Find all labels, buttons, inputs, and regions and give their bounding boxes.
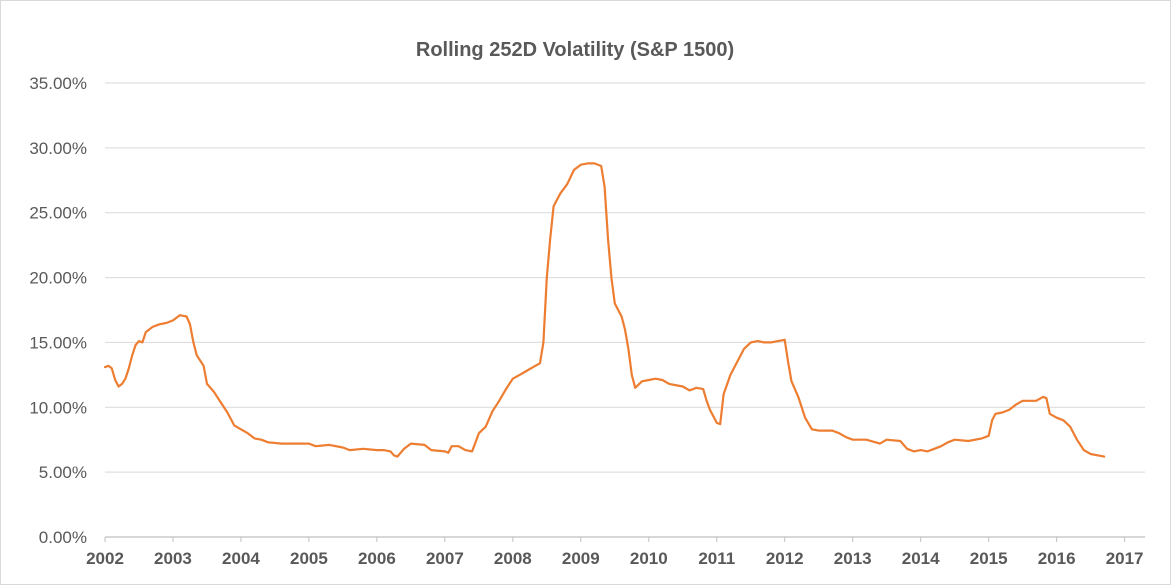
x-tick-label: 2016 [1038, 549, 1076, 568]
y-tick-label: 25.00% [29, 204, 87, 223]
x-tick-label: 2010 [630, 549, 668, 568]
x-tick-label: 2011 [698, 549, 735, 568]
y-tick-labels: 0.00% 5.00% 10.00% 15.00% 20.00% 25.00% 30.00%… [29, 74, 87, 547]
y-tick-label: 35.00% [29, 74, 87, 93]
x-tick-label: 2008 [494, 549, 532, 568]
y-tick-label: 30.00% [29, 139, 87, 158]
x-tick-label: 2003 [154, 549, 192, 568]
x-tick-label: 2014 [902, 549, 940, 568]
x-tick-label: 2013 [834, 549, 872, 568]
x-tick-label: 2002 [86, 549, 124, 568]
y-tick-label: 0.00% [39, 528, 87, 547]
x-tick-label: 2015 [970, 549, 1008, 568]
y-tick-label: 10.00% [29, 398, 87, 417]
series-layer [103, 162, 1106, 458]
x-tick-label: 2012 [766, 549, 804, 568]
y-tick-label: 20.00% [29, 269, 87, 288]
x-axis [104, 536, 1145, 542]
chart-title: Rolling 252D Volatility (S&P 1500) [416, 39, 734, 61]
x-tick-label: 2006 [358, 549, 396, 568]
y-tick-label: 5.00% [39, 463, 87, 482]
x-tick-label: 2017 [1106, 549, 1144, 568]
x-tick-labels: 2002 2003 2004 2005 2006 2007 2008 2009 2010 2011… [86, 549, 1143, 568]
series-line [103, 162, 1106, 458]
gridlines [105, 82, 1145, 473]
x-tick-label: 2004 [222, 549, 260, 568]
x-tick-label: 2005 [290, 549, 328, 568]
y-tick-label: 15.00% [29, 333, 87, 352]
x-tick-label: 2009 [562, 549, 600, 568]
x-tick-label: 2007 [426, 549, 464, 568]
